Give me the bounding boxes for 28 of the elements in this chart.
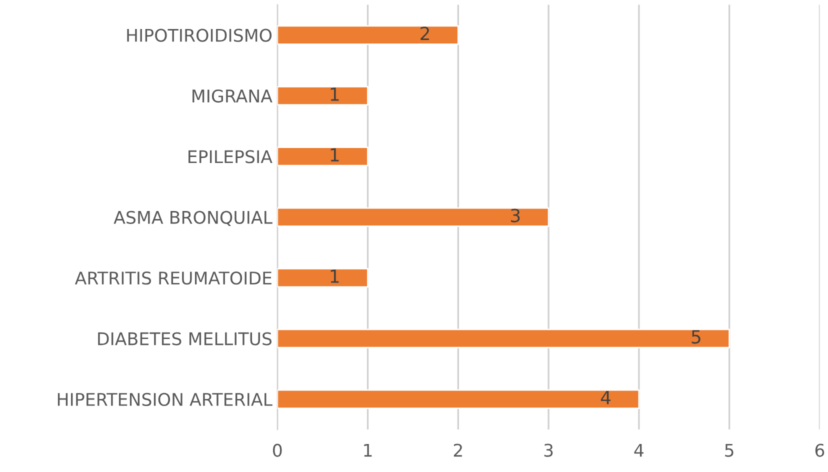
data-label: 5 xyxy=(692,330,700,344)
x-tick-label: 0 xyxy=(273,444,282,457)
bar xyxy=(277,86,368,106)
y-tick-label: EPILEPSIA xyxy=(188,150,272,164)
x-tick-label: 3 xyxy=(544,444,553,457)
bar xyxy=(277,207,550,227)
y-tick-label: DIABETES MELLITUS xyxy=(98,332,272,346)
x-tick-label: 5 xyxy=(725,444,734,457)
x-tick-label: 2 xyxy=(454,444,462,457)
y-tick-label: MIGRANA xyxy=(192,89,272,103)
bar xyxy=(277,328,730,348)
data-label: 1 xyxy=(330,148,339,162)
y-tick-label: ARTRITIS REUMATOIDE xyxy=(74,272,272,285)
bar xyxy=(277,268,368,288)
y-tick-label: ASMA BRONQUIAL xyxy=(114,210,272,226)
bar xyxy=(277,25,459,45)
y-tick-label: HIPOTIROIDISMO xyxy=(127,28,272,42)
y-tick-label: HIPERTENSION ARTERIAL xyxy=(58,392,272,406)
data-label: 2 xyxy=(420,26,429,40)
data-label: 1 xyxy=(330,270,339,283)
x-tick-label: 4 xyxy=(634,444,644,457)
x-tick-label: 6 xyxy=(815,444,824,457)
data-label: 1 xyxy=(330,88,339,101)
x-tick-label: 1 xyxy=(364,444,372,457)
data-label: 4 xyxy=(600,390,611,404)
bar xyxy=(277,146,368,166)
data-label: 3 xyxy=(511,208,520,222)
bar xyxy=(277,389,640,409)
